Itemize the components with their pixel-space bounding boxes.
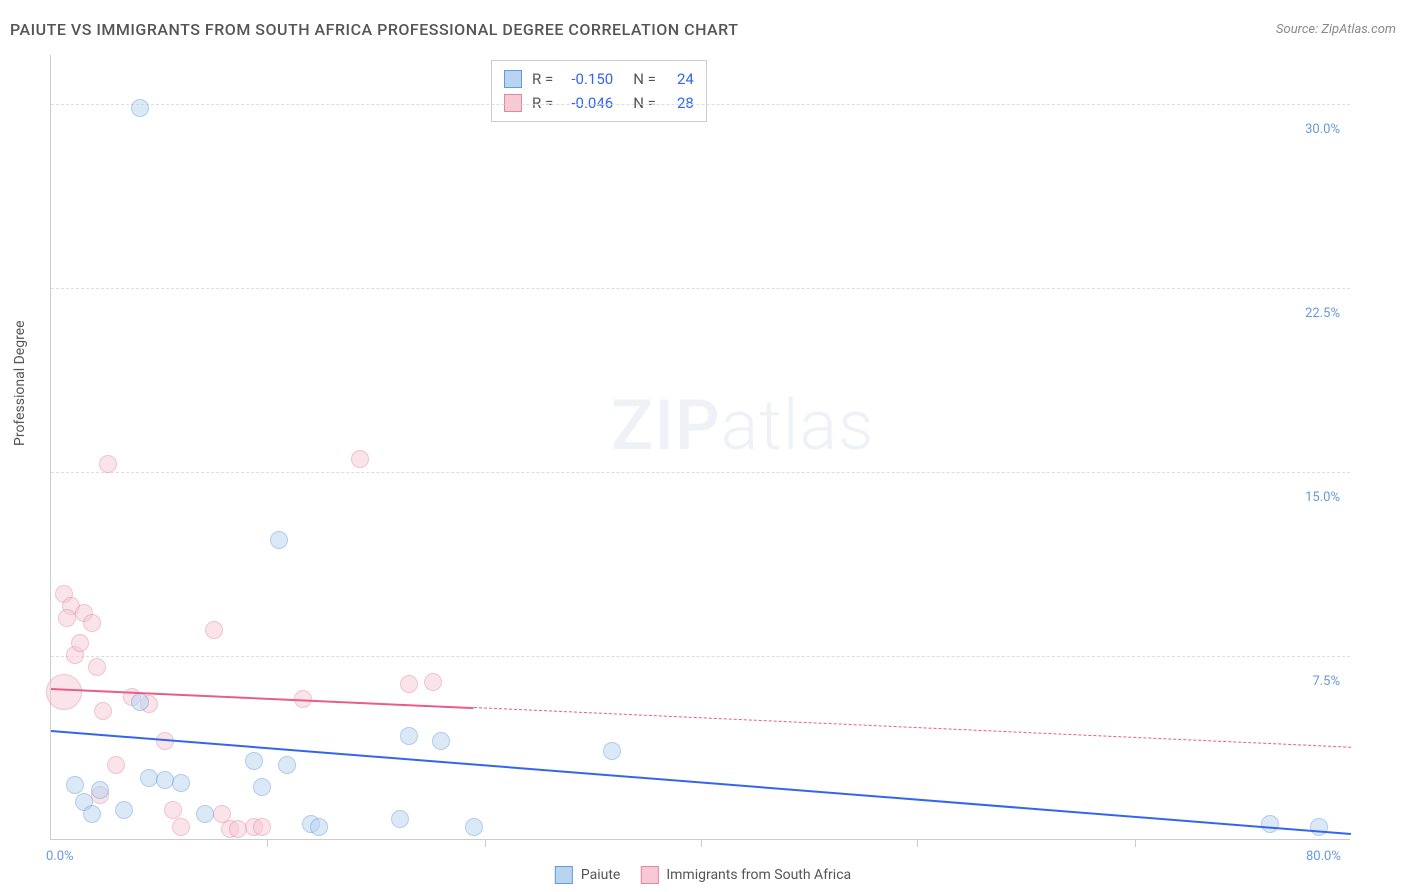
data-point: [196, 805, 214, 823]
data-point: [83, 614, 101, 632]
data-point: [94, 702, 112, 720]
data-point: [115, 801, 133, 819]
y-tick-label: 30.0%: [1305, 122, 1340, 137]
x-minor-tick: [917, 839, 918, 847]
stat-n-label: N =: [633, 67, 656, 91]
data-point: [253, 818, 271, 836]
chart-title: PAIUTE VS IMMIGRANTS FROM SOUTH AFRICA P…: [10, 20, 738, 39]
data-point: [432, 732, 450, 750]
data-point: [400, 727, 418, 745]
data-point: [603, 742, 621, 760]
series-swatch: [504, 94, 522, 112]
data-point: [391, 810, 409, 828]
data-point: [205, 621, 223, 639]
x-minor-tick: [1135, 839, 1136, 847]
stat-r-value: -0.046: [563, 91, 613, 115]
stats-row: R = -0.150 N = 24: [504, 67, 694, 91]
data-point: [164, 801, 182, 819]
y-tick-label: 22.5%: [1305, 306, 1340, 321]
gridline: [51, 104, 1350, 105]
data-point: [88, 658, 106, 676]
x-tick-label: 80.0%: [1306, 849, 1341, 864]
stat-r-value: -0.150: [563, 67, 613, 91]
stat-r-label: R =: [532, 91, 553, 115]
data-point: [270, 531, 288, 549]
data-point: [245, 752, 263, 770]
data-point: [131, 693, 149, 711]
gridline: [51, 472, 1350, 473]
data-point: [400, 675, 418, 693]
stat-r-label: R =: [532, 67, 553, 91]
series-swatch: [640, 866, 658, 884]
data-point: [71, 634, 89, 652]
stat-n-label: N =: [633, 91, 656, 115]
data-point: [91, 781, 109, 799]
chart-source: Source: ZipAtlas.com: [1276, 22, 1396, 37]
data-point: [131, 99, 149, 117]
y-axis-title: Professional Degree: [12, 320, 28, 446]
series-legend: Paiute Immigrants from South Africa: [555, 866, 851, 884]
data-point: [351, 450, 369, 468]
gridline: [51, 288, 1350, 289]
data-point: [310, 818, 328, 836]
scatter-chart: ZIPatlas R = -0.150 N = 24 R = -0.046 N = 28 7.…: [50, 55, 1350, 840]
data-point: [465, 818, 483, 836]
legend-label: Immigrants from South Africa: [666, 867, 851, 883]
data-point: [99, 455, 117, 473]
legend-item: Paiute: [555, 866, 621, 884]
data-point: [66, 776, 84, 794]
stat-n-value: 24: [666, 67, 694, 91]
gridline: [51, 656, 1350, 657]
legend-label: Paiute: [581, 867, 621, 883]
data-point: [172, 818, 190, 836]
legend-item: Immigrants from South Africa: [640, 866, 851, 884]
data-point: [278, 756, 296, 774]
series-swatch: [555, 866, 573, 884]
y-tick-label: 7.5%: [1312, 674, 1340, 689]
stats-legend-box: R = -0.150 N = 24 R = -0.046 N = 28: [491, 60, 707, 122]
x-tick-label: 0.0%: [46, 849, 74, 864]
data-point: [1261, 815, 1279, 833]
x-minor-tick: [267, 839, 268, 847]
trend-line: [51, 730, 1351, 835]
stats-row: R = -0.046 N = 28: [504, 91, 694, 115]
data-point: [107, 756, 125, 774]
data-point: [253, 778, 271, 796]
x-minor-tick: [701, 839, 702, 847]
data-point: [140, 769, 158, 787]
series-swatch: [504, 70, 522, 88]
watermark: ZIPatlas: [611, 385, 875, 467]
data-point: [156, 771, 174, 789]
data-point: [83, 805, 101, 823]
y-tick-label: 15.0%: [1305, 490, 1340, 505]
data-point: [424, 673, 442, 691]
x-minor-tick: [485, 839, 486, 847]
data-point: [229, 820, 247, 838]
data-point: [172, 774, 190, 792]
trend-line-projected: [473, 707, 1351, 748]
data-point: [46, 674, 82, 710]
chart-header: PAIUTE VS IMMIGRANTS FROM SOUTH AFRICA P…: [10, 20, 1396, 39]
stat-n-value: 28: [666, 91, 694, 115]
